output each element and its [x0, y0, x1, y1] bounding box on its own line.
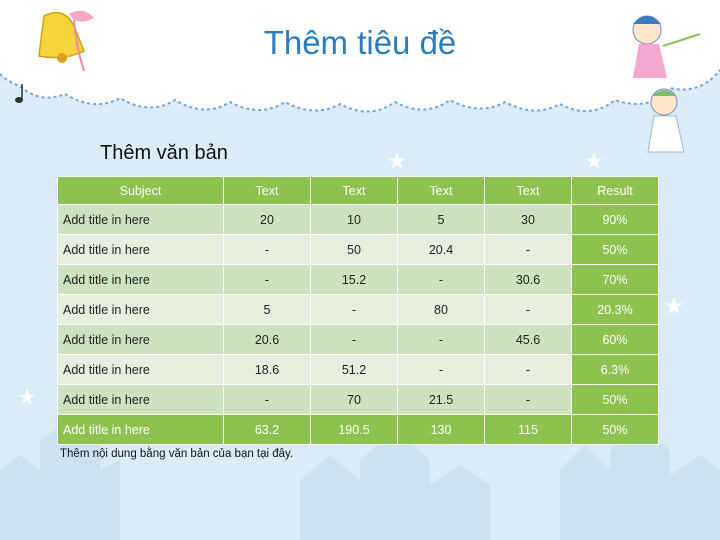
table-cell: - — [397, 324, 485, 355]
row-title: Add title in here — [57, 264, 224, 295]
table-cell: 130 — [397, 414, 485, 445]
table-cell: - — [310, 324, 398, 355]
row-title: Add title in here — [57, 204, 224, 235]
slide-subtitle: Thêm văn bản — [100, 142, 228, 164]
header-text-2: Text — [310, 176, 398, 205]
table-cell: - — [223, 234, 311, 265]
table-row: Add title in here - 70 21.5 - 50% — [57, 384, 659, 415]
slide-title: Thêm tiêu đề — [263, 24, 457, 61]
table-cell: 10 — [310, 204, 398, 235]
table-cell: 15.2 — [310, 264, 398, 295]
fairy-icon — [632, 15, 701, 78]
result-cell: 60% — [571, 324, 659, 355]
music-note-icon — [15, 84, 23, 103]
table-cell: 20.6 — [223, 324, 311, 355]
header-subject: Subject — [57, 176, 224, 205]
data-table: Subject Text Text Text Text Result Add t… — [57, 176, 659, 445]
table-cell: - — [484, 234, 572, 265]
table-cell: 70 — [310, 384, 398, 415]
header-text-4: Text — [484, 176, 572, 205]
result-cell: 70% — [571, 264, 659, 295]
star-icon — [18, 388, 36, 405]
table-cell: 45.6 — [484, 324, 572, 355]
table-cell: - — [484, 384, 572, 415]
table-row: Add title in here 18.6 51.2 - - 6.3% — [57, 354, 659, 385]
table-row: Add title in here - 50 20.4 - 50% — [57, 234, 659, 265]
table-row: Add title in here 20 10 5 30 90% — [57, 204, 659, 235]
result-cell: 50% — [571, 234, 659, 265]
star-icon — [585, 152, 603, 169]
fairy-icon — [647, 88, 685, 153]
table-cell: 18.6 — [223, 354, 311, 385]
table-cell: 80 — [397, 294, 485, 325]
table-cell: 30 — [484, 204, 572, 235]
table-row: Add title in here 63.2 190.5 130 115 50% — [57, 414, 659, 445]
table-cell: 51.2 — [310, 354, 398, 385]
header-text-1: Text — [223, 176, 311, 205]
table-cell: 20 — [223, 204, 311, 235]
row-title: Add title in here — [57, 414, 224, 445]
table-cell: - — [223, 264, 311, 295]
table-cell: 30.6 — [484, 264, 572, 295]
bell-icon — [38, 10, 94, 72]
footnote-text: Thêm nội dung bằng văn bản của bạn tại đ… — [60, 448, 294, 460]
result-cell: 90% — [571, 204, 659, 235]
header-result: Result — [571, 176, 659, 205]
table-cell: 50 — [310, 234, 398, 265]
table-cell: 5 — [223, 294, 311, 325]
table-header-row: Subject Text Text Text Text Result — [57, 176, 659, 205]
table-cell: 20.4 — [397, 234, 485, 265]
table-cell: 115 — [484, 414, 572, 445]
result-cell: 50% — [571, 384, 659, 415]
row-title: Add title in here — [57, 294, 224, 325]
table-cell: - — [310, 294, 398, 325]
row-title: Add title in here — [57, 324, 224, 355]
table-cell: 63.2 — [223, 414, 311, 445]
result-cell: 6.3% — [571, 354, 659, 385]
star-icon — [388, 152, 406, 169]
table-cell: - — [484, 294, 572, 325]
row-title: Add title in here — [57, 234, 224, 265]
result-cell: 20.3% — [571, 294, 659, 325]
table-cell: - — [397, 354, 485, 385]
table-row: Add title in here - 15.2 - 30.6 70% — [57, 264, 659, 295]
table-row: Add title in here 20.6 - - 45.6 60% — [57, 324, 659, 355]
table-cell: 190.5 — [310, 414, 398, 445]
table-cell: - — [397, 264, 485, 295]
header-text-3: Text — [397, 176, 485, 205]
table-cell: 21.5 — [397, 384, 485, 415]
row-title: Add title in here — [57, 384, 224, 415]
table-row: Add title in here 5 - 80 - 20.3% — [57, 294, 659, 325]
star-icon — [665, 297, 683, 314]
result-cell: 50% — [571, 414, 659, 445]
row-title: Add title in here — [57, 354, 224, 385]
table-cell: - — [484, 354, 572, 385]
table-cell: 5 — [397, 204, 485, 235]
table-cell: - — [223, 384, 311, 415]
